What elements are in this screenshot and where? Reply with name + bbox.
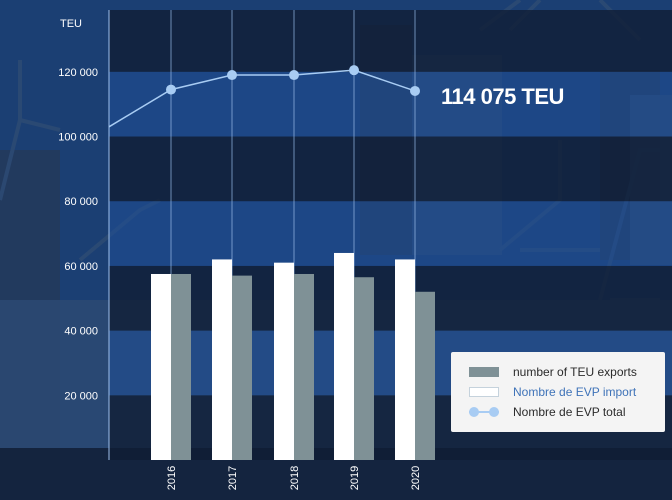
- bar-export-2018: [294, 273, 314, 460]
- y-tick-label: 60 000: [64, 261, 98, 273]
- total-point-2019: [349, 65, 359, 76]
- y-axis-unit: TEU: [60, 18, 82, 30]
- x-tick-label: 2016: [166, 466, 178, 490]
- total-point-2016: [166, 84, 176, 95]
- bar-export-2020: [415, 291, 435, 460]
- band: [109, 201, 672, 266]
- bar-import-2019: [334, 252, 354, 460]
- bar-import-2020: [395, 259, 415, 460]
- legend-label-import: Nombre de EVP import: [513, 385, 637, 399]
- x-tick-label: 2019: [349, 466, 361, 490]
- y-tick-label: 80 000: [64, 196, 98, 208]
- x-tick-labels: 2016 2017 2018 2019 2020: [166, 466, 422, 490]
- total-point-2018: [289, 70, 299, 81]
- legend-swatch-exports: [469, 367, 499, 377]
- legend-item-import: Nombre de EVP import: [469, 382, 665, 402]
- total-line-series: [108, 65, 420, 128]
- legend-swatch-import: [469, 387, 499, 397]
- bar-export-2019: [354, 277, 374, 460]
- total-point-2020: [410, 85, 420, 96]
- band: [109, 265, 672, 331]
- y-tick-label: 100 000: [58, 132, 98, 144]
- total-point-2017: [227, 70, 237, 81]
- legend-item-total: Nombre de EVP total: [469, 402, 665, 422]
- total-annotation: 114 075 TEU: [441, 84, 564, 109]
- legend-label-exports: number of TEU exports: [513, 365, 637, 379]
- legend-swatch-total: [469, 407, 499, 417]
- legend-item-exports: number of TEU exports: [469, 362, 665, 382]
- band: [109, 71, 672, 137]
- bar-import-2018: [274, 262, 294, 460]
- bar-export-2017: [232, 275, 252, 460]
- y-tick-label: 120 000: [58, 67, 98, 79]
- band: [109, 10, 672, 72]
- bars: [151, 252, 435, 460]
- x-tick-label: 2017: [227, 466, 239, 490]
- y-tick-label: 40 000: [64, 326, 98, 338]
- legend-label-total: Nombre de EVP total: [513, 405, 626, 419]
- x-tick-label: 2018: [289, 466, 301, 490]
- x-tick-label: 2020: [410, 466, 422, 490]
- band: [109, 136, 672, 202]
- y-tick-label: 20 000: [64, 390, 98, 402]
- bar-export-2016: [171, 273, 191, 460]
- horizontal-bands: [109, 10, 672, 460]
- legend: number of TEU exports Nombre de EVP impo…: [451, 352, 665, 432]
- bar-import-2017: [212, 259, 232, 460]
- total-line: [108, 69, 416, 128]
- bar-import-2016: [151, 273, 171, 460]
- y-tick-labels: 20 000 40 000 60 000 80 000 100 000 120 000: [58, 67, 98, 402]
